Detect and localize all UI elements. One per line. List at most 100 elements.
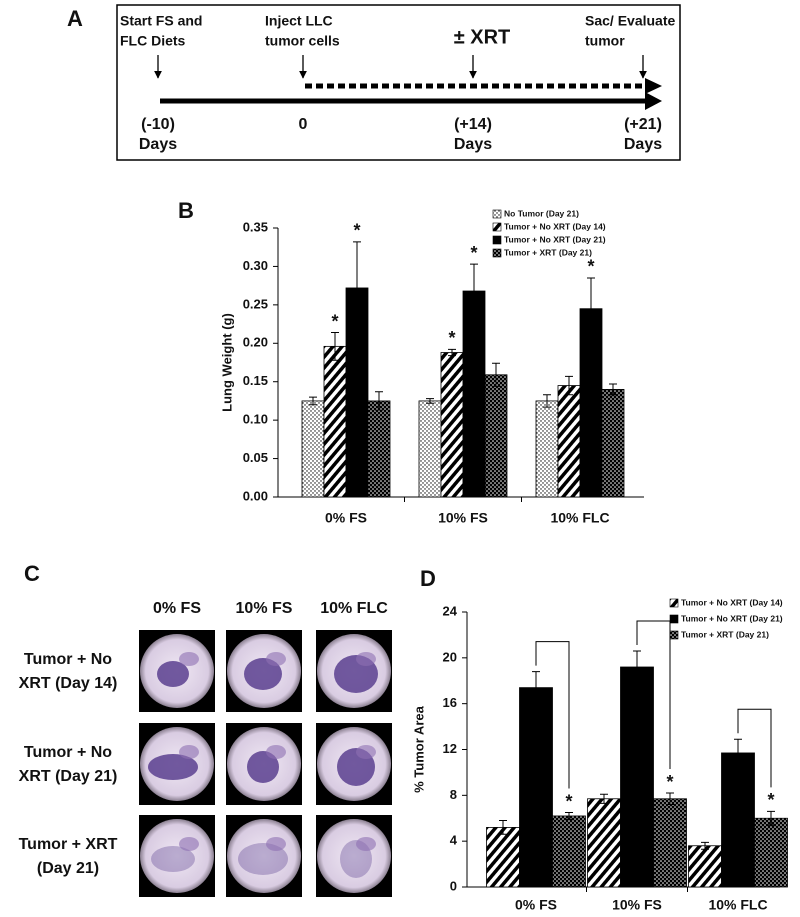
significance-marker: * — [331, 311, 338, 331]
legend-swatch — [669, 630, 679, 640]
tissue — [356, 652, 376, 666]
event-label: Sac/ Evaluate — [585, 13, 675, 29]
tissue — [356, 837, 376, 851]
error-bar — [565, 375, 573, 396]
row-label: XRT (Day 21) — [19, 768, 118, 785]
error-bar — [600, 793, 608, 804]
timepoint-label: 0 — [299, 116, 308, 133]
error-bar — [734, 738, 742, 768]
timepoint-label: Days — [139, 136, 177, 153]
timeline-frame — [116, 4, 681, 161]
tissue — [266, 837, 286, 851]
timepoint-label: (+14) — [454, 116, 492, 133]
bar — [367, 400, 391, 498]
legend-swatch — [492, 209, 502, 219]
bar — [418, 400, 442, 498]
column-header: 10% FLC — [320, 600, 388, 617]
bar — [519, 687, 553, 888]
tissue — [247, 751, 279, 783]
y-tick-label: 24 — [443, 603, 458, 618]
bar — [535, 400, 559, 498]
y-tick-label: 0.15 — [243, 373, 268, 388]
legend-label: Tumor + No XRT (Day 21) — [681, 613, 783, 623]
legend-swatch — [669, 614, 679, 624]
y-tick-label: 0.30 — [243, 258, 268, 273]
bar — [721, 752, 755, 888]
bar — [601, 388, 625, 498]
comparison-bracket — [636, 620, 671, 770]
y-tick-label: 0.10 — [243, 412, 268, 427]
tissue — [157, 661, 189, 687]
error-bar — [532, 671, 540, 705]
significance-marker: * — [666, 772, 673, 792]
bar — [557, 385, 581, 498]
significance-marker: * — [470, 243, 477, 263]
bar — [323, 345, 347, 498]
significance-marker: * — [448, 328, 455, 348]
legend-label: Tumor + No XRT (Day 14) — [504, 221, 606, 231]
panel-letter: B — [178, 198, 194, 223]
comparison-bracket — [535, 641, 570, 789]
error-bar — [331, 332, 339, 361]
legend-label: Tumor + No XRT (Day 14) — [681, 597, 783, 607]
row-label: Tumor + No — [24, 651, 112, 668]
tissue — [151, 846, 195, 872]
y-tick-label: 12 — [443, 741, 457, 756]
panel-letter: A — [67, 6, 83, 31]
row-label: Tumor + No — [24, 744, 112, 761]
legend-label: Tumor + XRT (Day 21) — [681, 629, 769, 639]
bar — [462, 290, 486, 498]
event-label: ± XRT — [454, 26, 511, 48]
error-bar — [426, 398, 434, 404]
error-bar — [587, 277, 595, 340]
error-bar — [499, 820, 507, 835]
error-bar — [666, 792, 674, 805]
timepoint-label: Days — [624, 136, 662, 153]
y-tick-label: 0.00 — [243, 488, 268, 503]
row-label: Tumor + XRT — [19, 836, 118, 853]
error-bar — [492, 362, 500, 387]
y-tick-label: 0 — [450, 878, 457, 893]
comparison-bracket — [737, 708, 772, 788]
error-bar — [470, 263, 478, 319]
error-bar — [375, 391, 383, 411]
bar — [587, 798, 621, 888]
bar — [620, 666, 654, 888]
arrow-head — [645, 78, 662, 94]
timepoint-label: (-10) — [141, 116, 175, 133]
tissue — [266, 652, 286, 666]
error-bar — [353, 241, 361, 335]
row-label: XRT (Day 14) — [19, 675, 118, 692]
bar — [484, 374, 508, 498]
x-tick-label: 10% FS — [612, 897, 662, 913]
bar — [653, 798, 687, 888]
tissue — [356, 745, 376, 759]
y-tick-label: 0.25 — [243, 296, 268, 311]
arrow-head — [645, 92, 662, 110]
tissue — [179, 837, 199, 851]
y-tick-label: 20 — [443, 649, 457, 664]
micrograph-field — [140, 819, 214, 893]
legend-label: No Tumor (Day 21) — [504, 208, 579, 218]
bar — [486, 827, 520, 888]
tissue — [179, 652, 199, 666]
x-tick-label: 0% FS — [515, 897, 557, 913]
error-bar — [767, 810, 775, 826]
event-label: Inject LLC — [265, 13, 333, 29]
row-label: (Day 21) — [37, 860, 99, 877]
error-bar — [609, 383, 617, 396]
tissue — [266, 745, 286, 759]
column-header: 0% FS — [153, 600, 201, 617]
y-axis-label: % Tumor Area — [411, 705, 426, 792]
y-tick-label: 0.05 — [243, 450, 268, 465]
y-tick-label: 0.35 — [243, 219, 268, 234]
event-label: FLC Diets — [120, 33, 186, 49]
timepoint-label: (+21) — [624, 116, 662, 133]
tissue — [179, 745, 199, 759]
panel-letter: D — [420, 566, 436, 591]
error-bar — [565, 812, 573, 820]
legend-swatch — [492, 222, 502, 232]
legend-swatch — [492, 235, 502, 245]
column-header: 10% FS — [236, 600, 293, 617]
